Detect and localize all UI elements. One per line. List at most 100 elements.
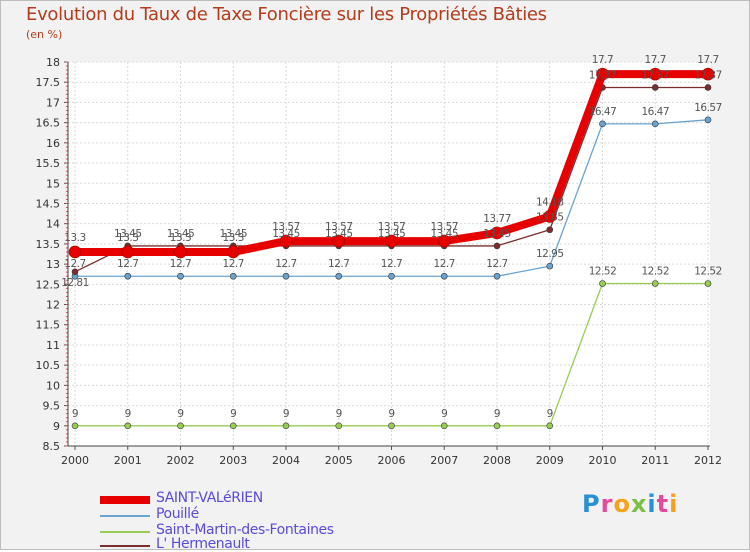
- x-tick-label: 2012: [694, 454, 722, 467]
- data-point: [599, 120, 606, 128]
- y-tick-label: 13.5: [36, 238, 61, 251]
- data-point: [651, 84, 659, 91]
- data-label: 13.57: [272, 221, 300, 233]
- data-label: 12.7: [170, 258, 191, 270]
- x-tick-label: 2002: [167, 454, 195, 467]
- data-point: [543, 210, 557, 223]
- x-tick-label: 2006: [378, 454, 406, 467]
- data-point: [490, 226, 504, 240]
- x-tick-label: 2010: [589, 454, 617, 467]
- logo-letter: x: [630, 490, 648, 518]
- data-point: [704, 280, 712, 287]
- data-label: 13.45: [114, 228, 142, 240]
- data-label: 9: [177, 408, 183, 420]
- data-point: [279, 234, 293, 248]
- logo-letter: o: [613, 490, 631, 518]
- legend-label: Pouillé: [156, 506, 199, 522]
- x-tick-label: 2009: [536, 454, 564, 467]
- data-point: [124, 422, 132, 430]
- logo-letter: r: [600, 490, 614, 518]
- y-tick-label: 8.5: [43, 440, 61, 453]
- data-label: 13.45: [219, 228, 247, 240]
- legend-label: SAINT-VALéRIEN: [156, 490, 263, 506]
- data-point: [388, 422, 395, 430]
- data-label: 9: [336, 408, 342, 420]
- x-tick-label: 2004: [272, 454, 300, 467]
- legend-label: Saint-Martin-des-Fontaines: [156, 522, 334, 538]
- data-point: [282, 422, 290, 430]
- data-point: [282, 272, 290, 280]
- data-point: [226, 245, 240, 259]
- data-label: 13.45: [430, 228, 458, 240]
- y-tick-label: 14: [46, 218, 60, 231]
- data-label: 12.7: [223, 258, 244, 270]
- y-tick-label: 14.5: [36, 197, 61, 210]
- data-point: [174, 245, 187, 259]
- data-point: [546, 422, 554, 430]
- y-axis-unit: (en %): [26, 28, 63, 41]
- data-label: 13.45: [483, 228, 511, 240]
- y-tick-label: 9: [53, 420, 60, 433]
- y-tick-label: 18: [46, 56, 60, 69]
- data-label: 13.3: [170, 232, 191, 244]
- data-point: [704, 116, 712, 124]
- data-label: 13.3: [223, 232, 244, 244]
- x-tick-label: 2003: [219, 454, 247, 467]
- data-label: 13.3: [117, 232, 138, 244]
- data-point: [332, 234, 346, 248]
- x-tick-label: 2001: [114, 454, 142, 467]
- legend-label: L' Hermenault: [156, 536, 250, 552]
- data-label: 9: [125, 408, 131, 420]
- data-point: [440, 272, 448, 280]
- data-point: [437, 234, 451, 248]
- data-point: [388, 272, 395, 280]
- y-tick-label: 15: [46, 177, 60, 190]
- data-point: [546, 262, 554, 270]
- data-label: 13.57: [430, 221, 458, 233]
- data-point: [124, 272, 132, 280]
- x-tick-label: 2007: [430, 454, 458, 467]
- x-tick-label: 2005: [325, 454, 353, 467]
- data-point: [177, 422, 184, 430]
- y-tick-label: 10.5: [36, 359, 61, 372]
- data-point: [440, 422, 448, 430]
- data-point: [229, 272, 237, 280]
- data-point: [71, 268, 79, 276]
- data-point: [335, 272, 343, 280]
- data-point: [701, 67, 715, 81]
- data-label: 17.37: [694, 69, 722, 81]
- data-point: [177, 272, 184, 280]
- data-label: 9: [547, 408, 553, 420]
- data-label: 16.47: [589, 106, 617, 118]
- data-label: 13.45: [167, 228, 195, 240]
- legend-swatch: [100, 515, 150, 517]
- data-label: 12.52: [589, 266, 617, 278]
- data-point: [71, 422, 79, 430]
- logo-letter: P: [582, 490, 601, 518]
- data-point: [651, 120, 659, 128]
- x-tick-label: 2011: [641, 454, 669, 467]
- data-label: 13.45: [272, 228, 300, 240]
- data-label: 12.52: [694, 266, 722, 278]
- data-label: 9: [283, 408, 289, 420]
- data-label: 13.57: [378, 221, 406, 233]
- data-label: 9: [388, 408, 394, 420]
- data-label: 12.7: [486, 258, 507, 270]
- y-tick-label: 16.5: [36, 117, 61, 130]
- chart-title: Evolution du Taux de Taxe Foncière sur l…: [26, 4, 547, 25]
- legend-swatch: [100, 545, 150, 547]
- data-point: [596, 67, 609, 81]
- data-label: 9: [72, 408, 78, 420]
- data-label: 12.7: [275, 258, 296, 270]
- data-label: 13.45: [325, 228, 353, 240]
- data-point: [335, 422, 343, 430]
- y-tick-label: 12: [46, 299, 60, 312]
- y-tick-label: 11: [46, 339, 60, 352]
- x-tick-label: 2008: [483, 454, 511, 467]
- data-label: 13.85: [536, 212, 564, 224]
- x-tick-label: 2000: [61, 454, 89, 467]
- data-point: [546, 226, 554, 234]
- data-label: 17.7: [697, 54, 718, 66]
- data-point: [121, 245, 135, 259]
- legend-swatch: [100, 531, 150, 533]
